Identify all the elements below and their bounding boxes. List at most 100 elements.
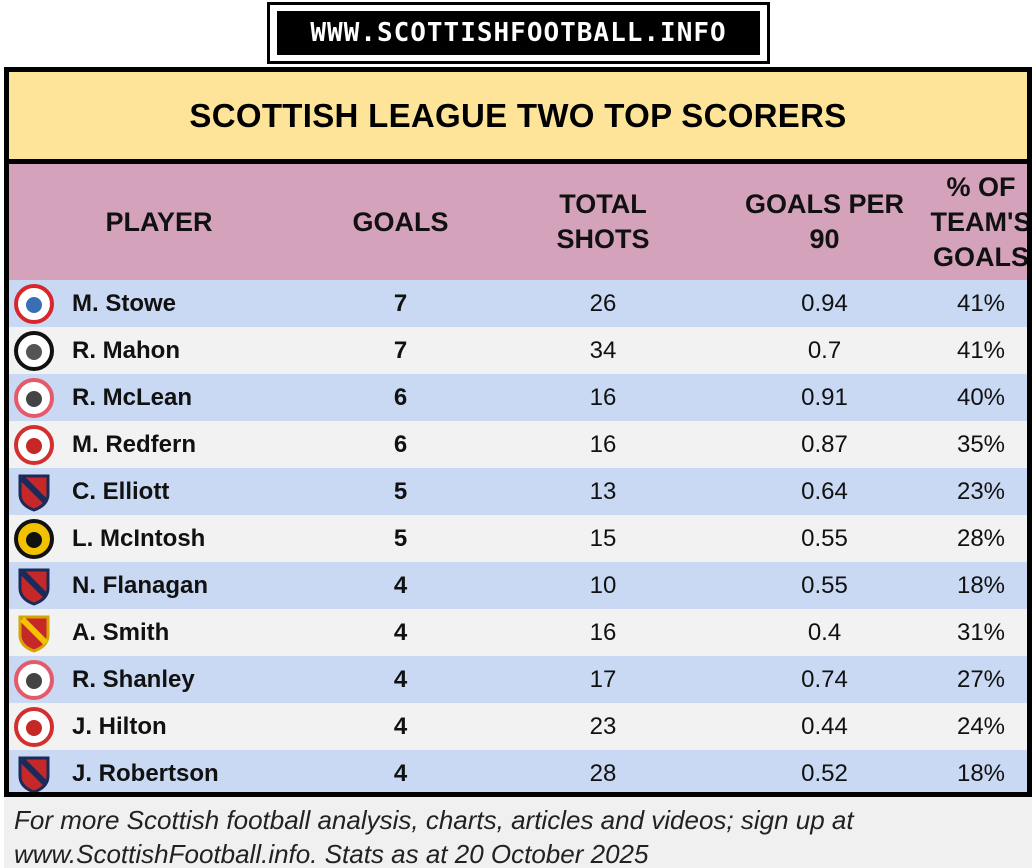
footer-line-1: For more Scottish football analysis, cha… <box>14 805 854 835</box>
goals-per-90-cell: 0.74 <box>801 665 848 693</box>
elgin-city-crest-icon <box>18 756 50 792</box>
table-row: L. McIntosh 5 15 0.55 28% <box>9 515 1027 562</box>
table-title: SCOTTISH LEAGUE TWO TOP SCORERS <box>9 72 1027 164</box>
site-banner-text: WWW.SCOTTISHFOOTBALL.INFO <box>277 11 760 55</box>
pct-team-goals-cell: 28% <box>956 524 1006 552</box>
goals-per-90-cell: 0.91 <box>801 383 848 411</box>
goals-per-90-cell: 0.7 <box>807 336 842 364</box>
pct-team-goals-cell: 40% <box>956 383 1006 411</box>
clyde-crest-icon <box>14 424 54 465</box>
player-cell: C. Elliott <box>9 472 309 512</box>
player-cell: L. McIntosh <box>9 518 309 559</box>
table-row: M. Redfern 6 16 0.87 35% <box>9 421 1027 468</box>
pct-team-goals-cell: 18% <box>956 759 1006 787</box>
goals-cell: 4 <box>393 712 408 740</box>
pct-team-goals-cell: 31% <box>956 618 1006 646</box>
table-row: A. Smith 4 16 0.4 31% <box>9 609 1027 656</box>
player-name: L. McIntosh <box>72 524 206 552</box>
player-cell: J. Hilton <box>9 706 309 747</box>
scorers-table-frame: SCOTTISH LEAGUE TWO TOP SCORERS PLAYER G… <box>4 67 1032 797</box>
total-shots-cell: 34 <box>589 336 617 364</box>
player-cell: R. Shanley <box>9 659 309 700</box>
stirling-albion-crest-icon <box>14 377 54 418</box>
player-name: M. Redfern <box>72 430 197 458</box>
player-name: R. McLean <box>72 383 193 411</box>
player-cell: R. McLean <box>9 377 309 418</box>
total-shots-cell: 10 <box>589 571 617 599</box>
goals-per-90-cell: 0.55 <box>801 524 848 552</box>
goals-cell: 4 <box>393 759 408 787</box>
total-shots-cell: 28 <box>589 759 617 787</box>
total-shots-cell: 23 <box>589 712 617 740</box>
goals-per-90-cell: 0.52 <box>801 759 848 787</box>
goals-cell: 5 <box>393 477 408 505</box>
player-cell: M. Stowe <box>9 283 309 324</box>
total-shots-cell: 13 <box>589 477 617 505</box>
pct-team-goals-cell: 41% <box>956 336 1006 364</box>
total-shots-cell: 26 <box>589 289 617 317</box>
goals-per-90-cell: 0.44 <box>801 712 848 740</box>
table-row: R. Mahon 7 34 0.7 41% <box>9 327 1027 374</box>
spartans-crest-icon <box>14 283 54 324</box>
column-header-pct-team-goals: % OF TEAM'S GOALS <box>930 171 1032 272</box>
pct-team-goals-cell: 27% <box>956 665 1006 693</box>
table-row: R. McLean 6 16 0.91 40% <box>9 374 1027 421</box>
player-name: R. Shanley <box>72 665 195 693</box>
table-body: M. Stowe 7 26 0.94 41% R. Mahon 7 34 0.7 41% R. Mc… <box>9 280 1027 792</box>
column-header-goals: GOALS <box>352 206 449 237</box>
goals-per-90-cell: 0.94 <box>801 289 848 317</box>
player-name: C. Elliott <box>72 477 170 505</box>
player-name: R. Mahon <box>72 336 180 364</box>
column-header-goals-per-90: GOALS PER 90 <box>744 189 905 254</box>
pct-team-goals-cell: 35% <box>956 430 1006 458</box>
player-name: A. Smith <box>72 618 170 646</box>
goals-per-90-cell: 0.55 <box>801 571 848 599</box>
table-row: N. Flanagan 4 10 0.55 18% <box>9 562 1027 609</box>
dumbarton-crest-icon <box>14 518 54 559</box>
player-cell: R. Mahon <box>9 330 309 371</box>
player-cell: J. Robertson <box>9 754 309 792</box>
goals-per-90-cell: 0.87 <box>801 430 848 458</box>
goals-cell: 6 <box>393 383 408 411</box>
pct-team-goals-cell: 18% <box>956 571 1006 599</box>
player-name: J. Robertson <box>72 759 219 787</box>
total-shots-cell: 16 <box>589 383 617 411</box>
table-row: C. Elliott 5 13 0.64 23% <box>9 468 1027 515</box>
column-header-player: PLAYER <box>105 206 213 237</box>
table-row: R. Shanley 4 17 0.74 27% <box>9 656 1027 703</box>
total-shots-cell: 17 <box>589 665 617 693</box>
table-row: J. Robertson 4 28 0.52 18% <box>9 750 1027 792</box>
table-row: M. Stowe 7 26 0.94 41% <box>9 280 1027 327</box>
total-shots-cell: 16 <box>589 618 617 646</box>
annan-athletic-crest-icon <box>18 615 50 653</box>
total-shots-cell: 15 <box>589 524 617 552</box>
site-banner: WWW.SCOTTISHFOOTBALL.INFO <box>267 2 770 64</box>
goals-cell: 5 <box>393 524 408 552</box>
table-row: J. Hilton 4 23 0.44 24% <box>9 703 1027 750</box>
player-name: N. Flanagan <box>72 571 209 599</box>
total-shots-cell: 16 <box>589 430 617 458</box>
goals-per-90-cell: 0.4 <box>807 618 842 646</box>
edinburgh-city-crest-icon <box>14 330 54 371</box>
table-header-row: PLAYER GOALS TOTAL SHOTS GOALS PER 90 % … <box>9 164 1027 280</box>
goals-cell: 6 <box>393 430 408 458</box>
stirling-albion-crest-icon <box>14 659 54 700</box>
player-name: M. Stowe <box>72 289 177 317</box>
goals-cell: 7 <box>393 336 408 364</box>
column-header-total-shots: TOTAL SHOTS <box>556 189 650 254</box>
goals-per-90-cell: 0.64 <box>801 477 848 505</box>
elgin-city-crest-icon <box>18 474 50 512</box>
footer-note: For more Scottish football analysis, cha… <box>4 797 1032 868</box>
goals-cell: 7 <box>393 289 408 317</box>
player-name: J. Hilton <box>72 712 167 740</box>
elgin-city-crest-icon <box>18 568 50 606</box>
pct-team-goals-cell: 24% <box>956 712 1006 740</box>
clyde-crest-icon <box>14 706 54 747</box>
footer-line-2: www.ScottishFootball.info. Stats as at 2… <box>14 839 649 868</box>
player-cell: A. Smith <box>9 613 309 653</box>
player-cell: M. Redfern <box>9 424 309 465</box>
pct-team-goals-cell: 41% <box>956 289 1006 317</box>
goals-cell: 4 <box>393 618 408 646</box>
pct-team-goals-cell: 23% <box>956 477 1006 505</box>
goals-cell: 4 <box>393 665 408 693</box>
